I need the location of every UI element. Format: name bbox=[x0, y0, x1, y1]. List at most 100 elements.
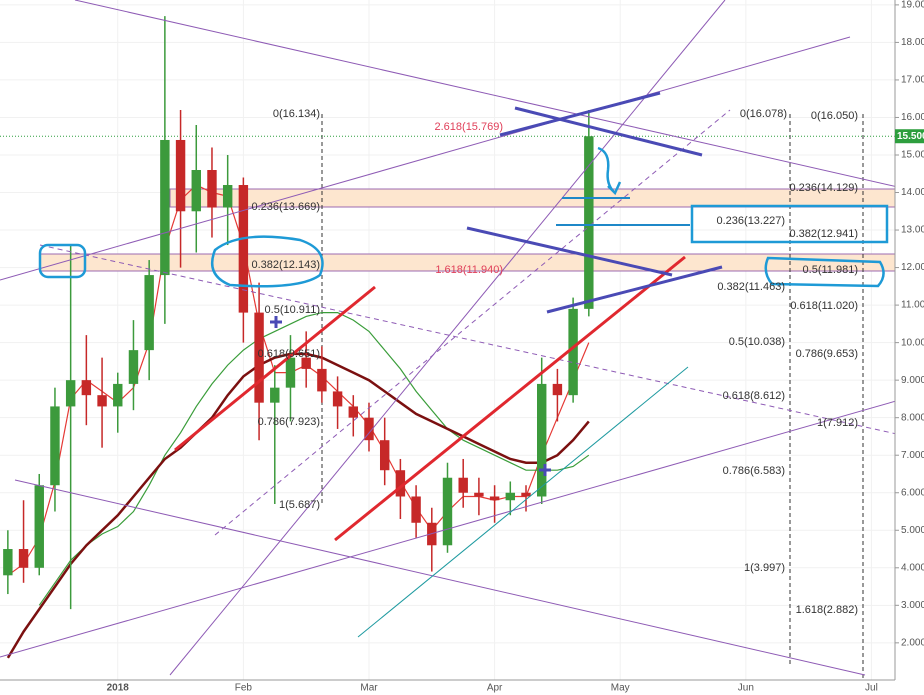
x-tick-label: Apr bbox=[487, 683, 503, 694]
trend-line bbox=[0, 392, 924, 658]
cross-marker bbox=[270, 316, 551, 476]
axis-bg bbox=[895, 0, 924, 695]
fib-label: 1.618(11.940) bbox=[435, 264, 503, 276]
trend-line bbox=[357, 366, 689, 638]
fib-label: 0.5(10.911) bbox=[265, 304, 320, 316]
y-tick-label: 4.000 bbox=[901, 562, 924, 573]
candle-body bbox=[364, 417, 374, 441]
candle-body bbox=[395, 470, 406, 497]
y-tick-label: 11.000 bbox=[901, 300, 924, 311]
x-tick-label: Jul bbox=[865, 683, 878, 694]
axis-bg bbox=[0, 680, 924, 695]
candle-body bbox=[521, 492, 531, 497]
trend-line bbox=[514, 106, 703, 157]
candle-body bbox=[270, 387, 280, 403]
fib-label: 1.618(2.882) bbox=[796, 604, 858, 616]
arrow bbox=[597, 146, 622, 196]
fib-label: 0.382(11.463) bbox=[717, 281, 785, 293]
y-tick-label: 13.000 bbox=[901, 225, 924, 236]
fib-label: 0.236(14.129) bbox=[790, 182, 859, 194]
y-tick-label: 14.000 bbox=[901, 187, 924, 198]
fib-label: 0.786(7.923) bbox=[258, 416, 320, 428]
candle-body bbox=[348, 406, 358, 418]
trend-line bbox=[466, 226, 673, 277]
candle-body bbox=[238, 185, 249, 313]
fib-label: 0(16.050) bbox=[811, 110, 858, 122]
candle-body bbox=[222, 185, 233, 208]
y-tick-label: 3.000 bbox=[901, 600, 924, 611]
highlight bbox=[38, 243, 87, 279]
candle-body bbox=[552, 383, 563, 396]
fib-label: 0.618(9.651) bbox=[258, 348, 320, 360]
last-price-box bbox=[895, 129, 924, 144]
candle-body bbox=[584, 136, 594, 309]
fib-label: 0.382(12.143) bbox=[252, 259, 321, 271]
highlights bbox=[38, 146, 889, 288]
candle-body bbox=[50, 406, 60, 486]
fib-label: 0.236(13.227) bbox=[717, 215, 786, 227]
trend-line bbox=[74, 0, 924, 194]
trend-line bbox=[169, 0, 726, 676]
x-tick-label: Feb bbox=[235, 683, 253, 694]
candle-body bbox=[34, 485, 44, 568]
x-tick-label: Jun bbox=[738, 683, 754, 694]
trend-line bbox=[334, 255, 686, 542]
candle-body bbox=[458, 477, 468, 493]
ma-line bbox=[38, 312, 590, 606]
y-tick-label: 6.000 bbox=[901, 487, 924, 498]
candle-body bbox=[207, 170, 217, 208]
fib-label: 2.618(15.769) bbox=[435, 121, 504, 133]
y-tick-label: 8.000 bbox=[901, 412, 924, 423]
trend-line bbox=[174, 285, 376, 452]
fib-label: 1(3.997) bbox=[744, 562, 785, 574]
candle-body bbox=[113, 383, 123, 407]
candle-body bbox=[537, 383, 547, 497]
fib-label: 0.786(6.583) bbox=[723, 465, 785, 477]
annotation-layer: 0(16.134) 2.618(15.769) 0(16.078) 0(16.050)… bbox=[252, 108, 859, 616]
candle-body bbox=[3, 549, 13, 576]
y-tick-label: 2.000 bbox=[901, 637, 924, 648]
candle-layer bbox=[3, 16, 594, 610]
fib-label: 1(7.912) bbox=[817, 417, 858, 429]
fib-label: 0.382(12.941) bbox=[790, 228, 859, 240]
candle-body bbox=[81, 380, 92, 396]
trend-line bbox=[546, 265, 723, 314]
x-tick-label: Mar bbox=[360, 683, 378, 694]
y-tick-label: 17.000 bbox=[901, 75, 924, 86]
trend-lines bbox=[0, 0, 924, 676]
fib-label: 0(16.078) bbox=[740, 108, 787, 120]
candle-body bbox=[317, 368, 327, 392]
candle-body bbox=[411, 496, 421, 523]
y-tick-label: 12.000 bbox=[901, 262, 924, 273]
y-tick-label: 18.000 bbox=[901, 37, 924, 48]
candle-body bbox=[505, 492, 516, 501]
candle-body bbox=[97, 395, 107, 407]
y-tick-label: 5.000 bbox=[901, 525, 924, 536]
trend-line bbox=[214, 109, 731, 536]
y-tick-label: 19.000 bbox=[901, 0, 924, 11]
trend-line bbox=[0, 36, 851, 281]
candle-body bbox=[442, 477, 453, 546]
candle-body bbox=[489, 496, 500, 501]
candle-body bbox=[128, 350, 139, 384]
ma-line bbox=[6, 352, 590, 659]
fib-label: 0.786(9.653) bbox=[796, 348, 858, 360]
candle-body bbox=[160, 139, 170, 276]
highlight bbox=[210, 235, 324, 288]
y-tick-label: 10.000 bbox=[901, 337, 924, 348]
fib-label: 1(5.687) bbox=[279, 499, 320, 511]
fib-label: 0.618(11.020) bbox=[790, 300, 858, 312]
highlight bbox=[764, 256, 885, 288]
fib-label: 0.5(10.038) bbox=[729, 336, 785, 348]
y-tick-label: 15.000 bbox=[901, 150, 924, 161]
candle-body bbox=[379, 440, 390, 471]
fib-label: 0.618(8.612) bbox=[723, 390, 785, 402]
x-tick-label: May bbox=[611, 683, 630, 694]
candle-body bbox=[254, 312, 264, 403]
candle-body bbox=[65, 380, 76, 407]
candle-body bbox=[301, 357, 311, 369]
